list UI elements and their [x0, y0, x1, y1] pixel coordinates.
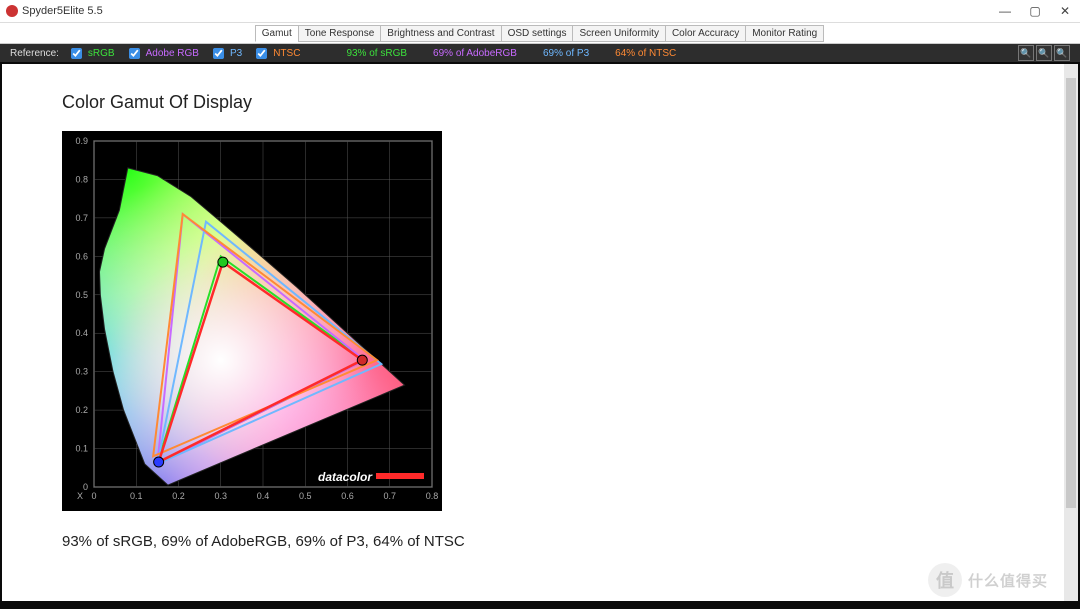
- app-icon: [6, 5, 18, 17]
- svg-text:0.3: 0.3: [214, 491, 227, 501]
- ref-pct: 93% of sRGB: [346, 48, 407, 59]
- close-button[interactable]: ✕: [1050, 0, 1080, 22]
- svg-text:0: 0: [83, 482, 88, 492]
- tab-screen-uniformity[interactable]: Screen Uniformity: [572, 25, 665, 42]
- minimize-button[interactable]: —: [990, 0, 1020, 22]
- svg-text:0.7: 0.7: [75, 213, 88, 223]
- svg-text:0.6: 0.6: [341, 491, 354, 501]
- reference-label: Reference:: [10, 48, 59, 59]
- ref-check-srgb[interactable]: sRGB: [67, 45, 115, 62]
- reference-strip: Reference: sRGB Adobe RGB P3 NTSC 93% of sR…: [0, 44, 1080, 62]
- svg-text:0.6: 0.6: [75, 251, 88, 261]
- ref-pct: 69% of AdobeRGB: [433, 48, 517, 59]
- svg-text:0.8: 0.8: [75, 174, 88, 184]
- svg-text:0.2: 0.2: [75, 405, 88, 415]
- svg-text:0.2: 0.2: [172, 491, 185, 501]
- svg-text:0: 0: [91, 491, 96, 501]
- tab-bar: GamutTone ResponseBrightness and Contras…: [0, 23, 1080, 44]
- zoom-fit-icon[interactable]: 🔍: [1036, 45, 1052, 61]
- watermark-badge: 值: [928, 563, 962, 597]
- ref-pct: 64% of NTSC: [615, 48, 676, 59]
- maximize-button[interactable]: ▢: [1020, 0, 1050, 22]
- zoom-in-icon[interactable]: 🔍: [1018, 45, 1034, 61]
- tab-monitor-rating[interactable]: Monitor Rating: [745, 25, 824, 42]
- zoom-out-icon[interactable]: 🔍: [1054, 45, 1070, 61]
- tab-tone-response[interactable]: Tone Response: [298, 25, 382, 42]
- svg-text:0.9: 0.9: [75, 136, 88, 146]
- svg-text:0.1: 0.1: [75, 444, 88, 454]
- svg-text:0.8: 0.8: [426, 491, 439, 501]
- main-area: Color Gamut Of Display 00.10.20.30.40.50…: [0, 62, 1080, 603]
- svg-text:0.4: 0.4: [257, 491, 270, 501]
- svg-text:0.5: 0.5: [299, 491, 312, 501]
- tab-brightness-and-contrast[interactable]: Brightness and Contrast: [380, 25, 501, 42]
- watermark-text: 什么值得买: [968, 570, 1048, 591]
- summary-text: 93% of sRGB, 69% of AdobeRGB, 69% of P3,…: [62, 533, 1004, 550]
- bottom-bar: [0, 603, 1080, 609]
- svg-text:X: X: [77, 491, 83, 501]
- ref-check-adobergb[interactable]: Adobe RGB: [125, 45, 199, 62]
- svg-text:0.7: 0.7: [383, 491, 396, 501]
- svg-text:0.5: 0.5: [75, 290, 88, 300]
- svg-text:0.4: 0.4: [75, 328, 88, 338]
- watermark: 值 什么值得买: [928, 563, 1048, 597]
- ref-check-ntsc[interactable]: NTSC: [252, 45, 300, 62]
- vertical-scrollbar[interactable]: [1064, 64, 1078, 601]
- svg-text:0.1: 0.1: [130, 491, 143, 501]
- app-title: Spyder5Elite 5.5: [22, 5, 103, 17]
- content-panel: Color Gamut Of Display 00.10.20.30.40.50…: [2, 64, 1064, 601]
- tab-gamut[interactable]: Gamut: [255, 25, 299, 42]
- ref-pct: 69% of P3: [543, 48, 589, 59]
- tab-color-accuracy[interactable]: Color Accuracy: [665, 25, 746, 42]
- svg-text:datacolor: datacolor: [318, 470, 373, 484]
- titlebar: Spyder5Elite 5.5 — ▢ ✕: [0, 0, 1080, 23]
- ref-check-p3[interactable]: P3: [209, 45, 242, 62]
- gamut-chart: 0 0.1 0.2 0.3 0.4 0.5 0.6 0.7 0.8 X0 0.1 0.2 0.3 0.4 0…: [62, 131, 442, 511]
- zoom-controls: 🔍 🔍 🔍: [1018, 45, 1070, 61]
- tab-osd-settings[interactable]: OSD settings: [501, 25, 574, 42]
- page-title: Color Gamut Of Display: [62, 92, 1004, 113]
- svg-text:0.3: 0.3: [75, 367, 88, 377]
